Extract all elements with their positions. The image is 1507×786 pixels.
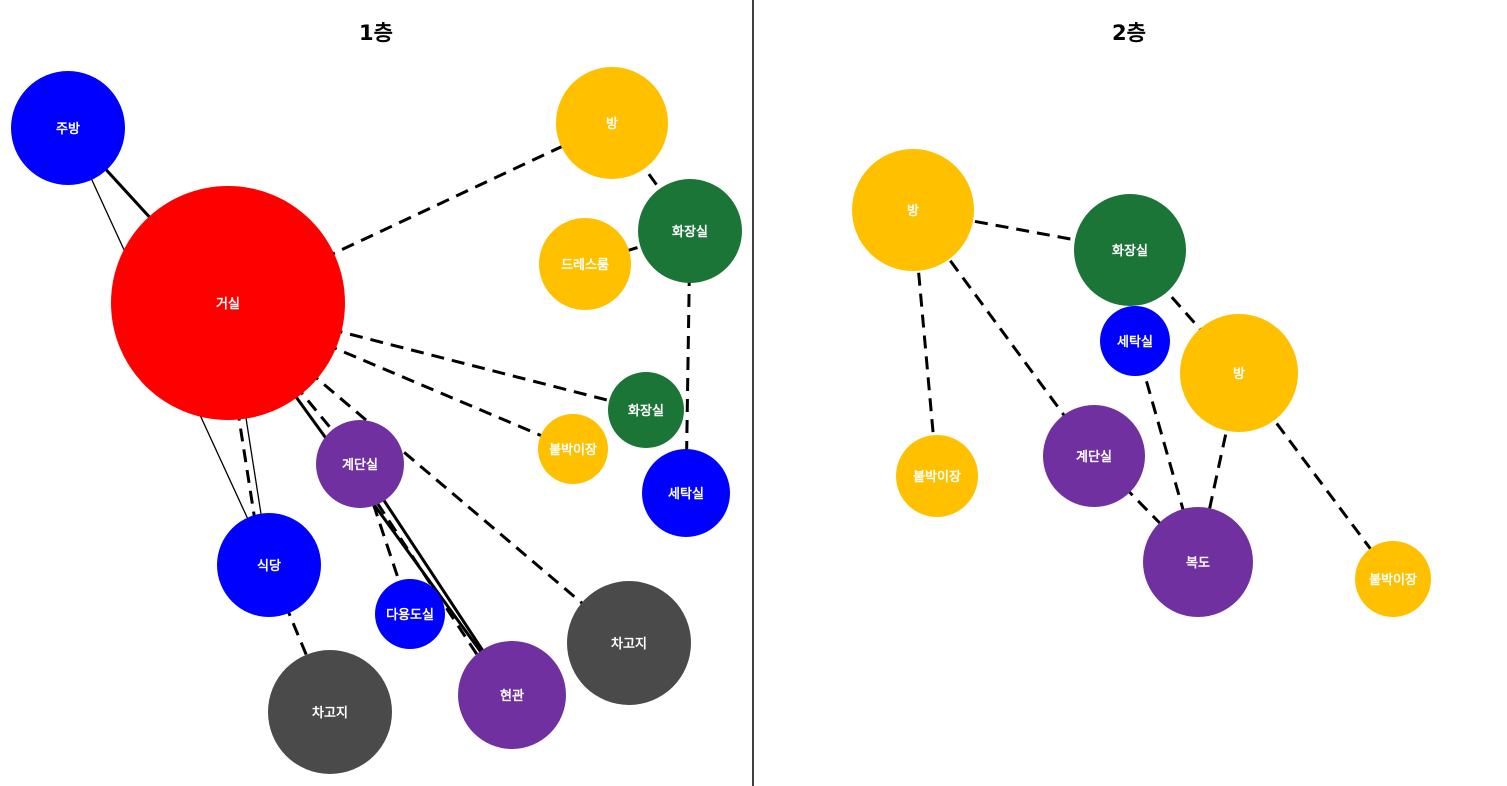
node-circle-closet2a: [896, 435, 978, 517]
node-label-bath2: 화장실: [628, 403, 664, 419]
node-bath1: 화장실: [638, 179, 742, 283]
node-label-bath1: 화장실: [672, 224, 708, 240]
node-label-room2b: 방: [1233, 366, 1245, 382]
node-label-room1: 방: [606, 116, 618, 132]
node-label-laundry2: 세탁실: [1117, 334, 1153, 350]
node-label-kitchen: 주방: [56, 121, 80, 137]
node-circle-dining: [217, 513, 321, 617]
node-room2a: 방: [852, 149, 974, 271]
node-circle-laundry: [642, 449, 730, 537]
node-entrance: 현관: [458, 641, 566, 749]
nodes-layer: 주방거실방화장실드레스룸화장실붙박이장세탁실계단실식당다용도실현관차고지차고지방…: [11, 67, 1431, 774]
node-multi: 다용도실: [375, 579, 445, 649]
node-label-laundry: 세탁실: [668, 486, 704, 502]
node-label-entrance: 현관: [500, 688, 524, 704]
floor-2-title: 2층: [1112, 21, 1146, 45]
node-circle-closet: [538, 414, 608, 484]
node-circle-stair: [316, 420, 404, 508]
node-label-room2a: 방: [907, 203, 919, 219]
node-bath3: 화장실: [1074, 194, 1186, 306]
node-circle-hall: [1143, 507, 1253, 617]
node-circle-dress: [539, 218, 631, 310]
node-label-closet2b: 붙박이장: [1369, 572, 1417, 588]
node-room2b: 방: [1180, 314, 1298, 432]
node-circle-room2a: [852, 149, 974, 271]
node-bath2: 화장실: [608, 372, 684, 448]
node-label-bath3: 화장실: [1112, 243, 1148, 259]
node-label-stair: 계단실: [342, 457, 378, 473]
node-circle-bath1: [638, 179, 742, 283]
node-label-multi: 다용도실: [386, 607, 434, 623]
node-label-dress: 드레스룸: [561, 257, 609, 273]
node-laundry2: 세탁실: [1100, 306, 1170, 376]
node-label-stair2: 계단실: [1076, 449, 1112, 465]
node-circle-kitchen: [11, 71, 125, 185]
node-label-closet: 붙박이장: [549, 442, 597, 458]
node-circle-room2b: [1180, 314, 1298, 432]
node-label-dining: 식당: [257, 558, 281, 574]
node-circle-room1: [556, 67, 668, 179]
node-circle-entrance: [458, 641, 566, 749]
node-closet2a: 붙박이장: [896, 435, 978, 517]
node-circle-bath2: [608, 372, 684, 448]
node-closet: 붙박이장: [538, 414, 608, 484]
node-dining: 식당: [217, 513, 321, 617]
node-living: 거실: [111, 186, 345, 420]
floor-1-title: 1층: [359, 21, 393, 45]
node-label-garage1: 차고지: [312, 705, 348, 721]
node-label-closet2a: 붙박이장: [913, 469, 961, 485]
node-laundry: 세탁실: [642, 449, 730, 537]
node-circle-closet2b: [1355, 541, 1431, 617]
node-circle-bath3: [1074, 194, 1186, 306]
node-garage2: 차고지: [567, 581, 691, 705]
node-hall: 복도: [1143, 507, 1253, 617]
node-circle-garage2: [567, 581, 691, 705]
node-circle-garage1: [268, 650, 392, 774]
node-room1: 방: [556, 67, 668, 179]
node-dress: 드레스룸: [539, 218, 631, 310]
edge-room2a-bath3: [912, 208, 1131, 252]
node-circle-stair2: [1043, 405, 1145, 507]
node-circle-living: [111, 186, 345, 420]
node-stair: 계단실: [316, 420, 404, 508]
node-stair2: 계단실: [1043, 405, 1145, 507]
node-label-living: 거실: [216, 296, 240, 312]
node-circle-laundry2: [1100, 306, 1170, 376]
node-label-hall: 복도: [1186, 556, 1210, 571]
node-garage1: 차고지: [268, 650, 392, 774]
node-kitchen: 주방: [11, 71, 125, 185]
edge-stair-entrance: [352, 467, 508, 700]
node-closet2b: 붙박이장: [1355, 541, 1431, 617]
node-circle-multi: [375, 579, 445, 649]
node-label-garage2: 차고지: [611, 636, 647, 652]
